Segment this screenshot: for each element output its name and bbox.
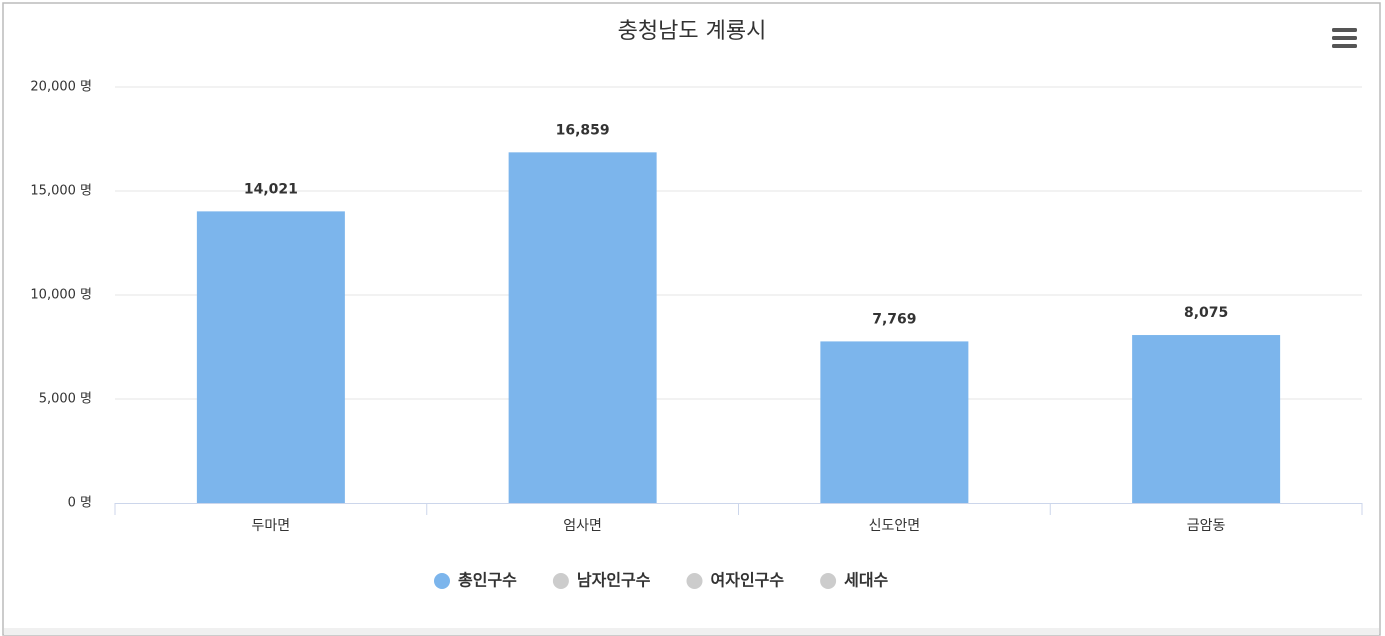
bar [508, 152, 657, 503]
legend-item[interactable]: 세대수 [844, 571, 888, 590]
legend-marker[interactable] [434, 573, 450, 589]
chart-title: 충청남도 계룡시 [618, 19, 767, 44]
x-tick-label: 신도안면 [869, 518, 921, 534]
bar [1132, 335, 1281, 503]
legend-marker[interactable] [552, 573, 569, 589]
x-tick-label: 금암동 [1187, 518, 1226, 534]
data-label: 8,075 [1184, 305, 1228, 321]
menu-bar[interactable] [1332, 28, 1357, 32]
y-tick-label: 0 명 [68, 496, 92, 511]
y-tick-label: 20,000 명 [30, 80, 92, 95]
legend-item[interactable]: 여자인구수 [711, 571, 785, 590]
menu-bar[interactable] [1332, 44, 1357, 48]
x-tick-label: 엄사면 [563, 518, 602, 534]
menu-bar[interactable] [1332, 36, 1357, 40]
data-label: 16,859 [556, 122, 610, 138]
menu-button[interactable] [1332, 28, 1357, 48]
bar [820, 341, 969, 503]
legend-marker[interactable] [686, 573, 703, 589]
legend-item[interactable]: 남자인구수 [577, 571, 651, 590]
y-tick-label: 5,000 명 [39, 392, 92, 407]
bar [196, 211, 345, 503]
y-tick-label: 15,000 명 [30, 184, 92, 199]
bottom-strip [4, 628, 1379, 635]
legend-item[interactable]: 총인구수 [458, 571, 517, 590]
legend-marker[interactable] [820, 573, 837, 589]
data-label: 14,021 [244, 181, 298, 197]
x-tick-label: 두마면 [252, 518, 291, 534]
data-label: 7,769 [872, 311, 916, 327]
y-tick-label: 10,000 명 [30, 288, 92, 303]
